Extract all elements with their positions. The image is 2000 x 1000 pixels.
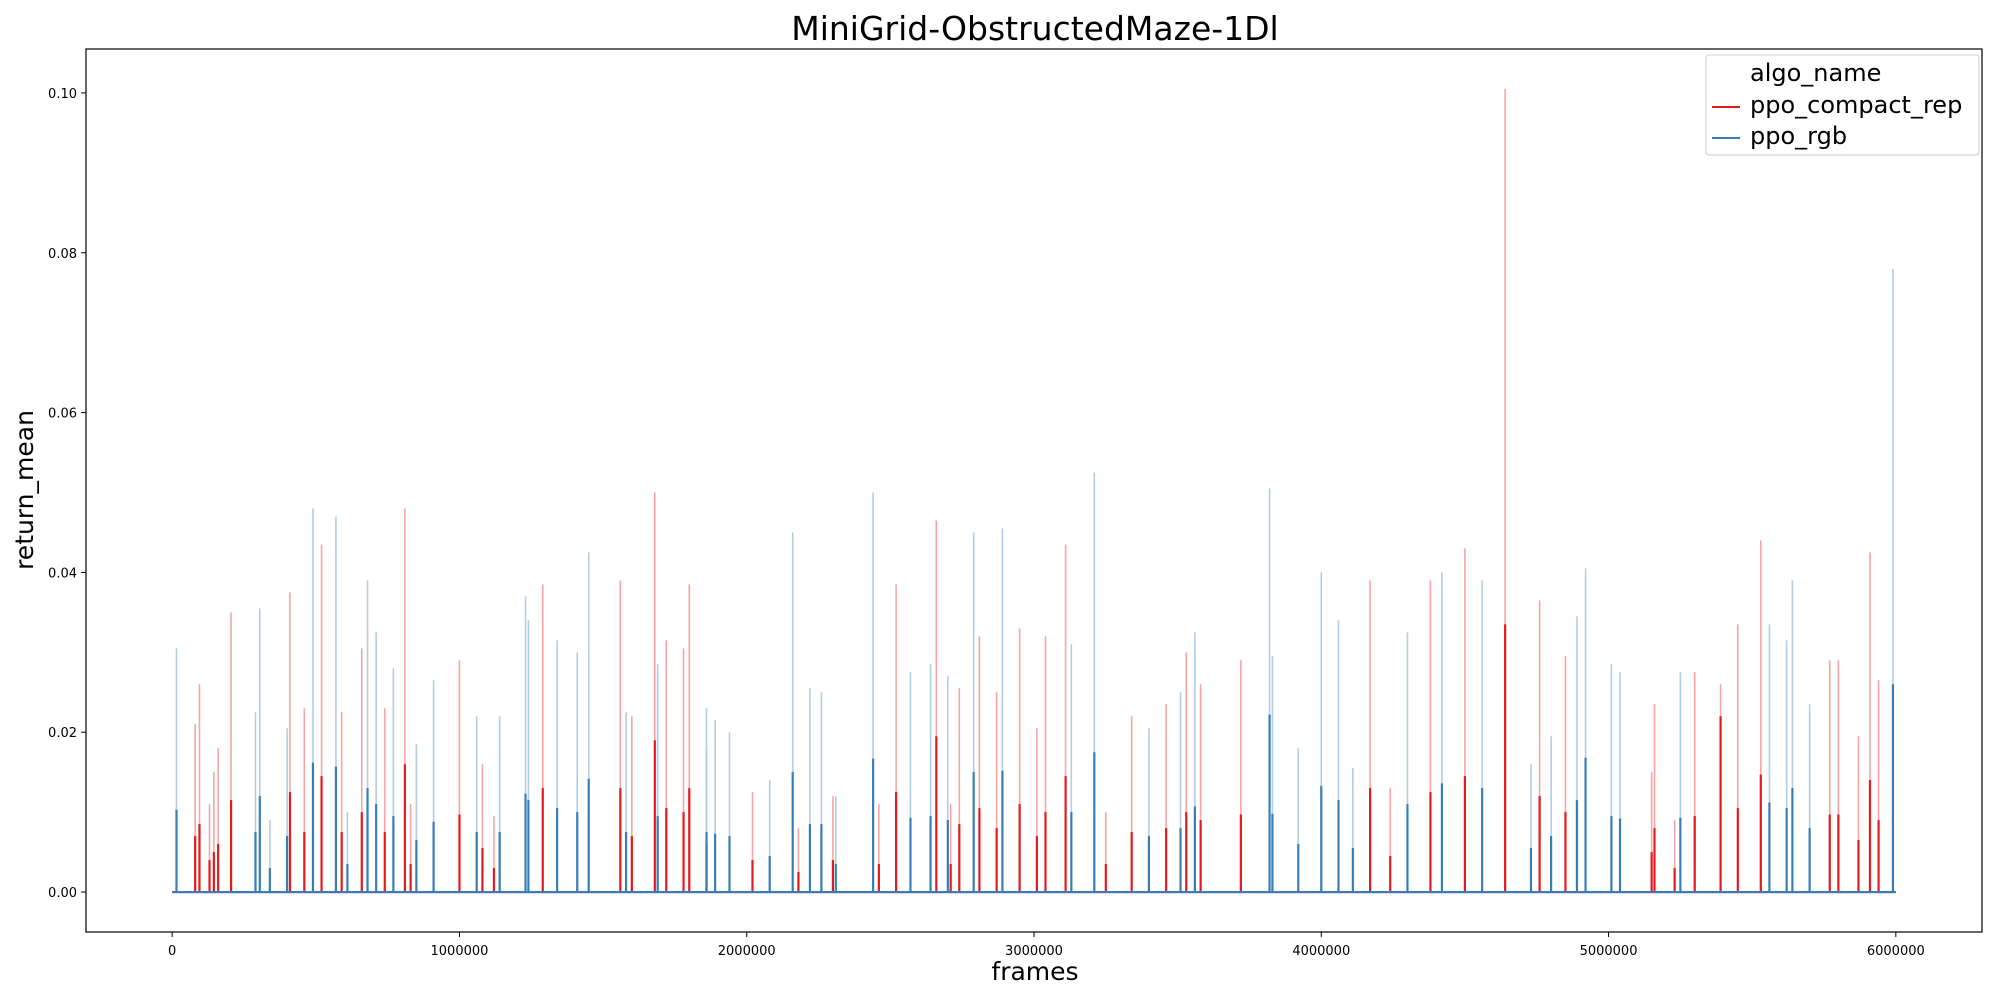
y-tick-label: 0.04 — [48, 566, 77, 581]
y-tick-label: 0.06 — [48, 407, 77, 422]
legend: algo_name ppo_compact_rep ppo_rgb — [1705, 54, 1980, 156]
y-tick-label: 0.02 — [48, 726, 77, 741]
y-tick-label: 0.10 — [48, 87, 77, 102]
y-axis: 0.00 0.02 0.04 0.06 0.08 0.10 — [48, 87, 86, 901]
x-axis: 0 1000000 2000000 3000000 4000000 5000000 6000… — [168, 932, 1925, 959]
x-tick-label: 3000000 — [1005, 944, 1063, 959]
plot-area — [172, 88, 1896, 894]
legend-label-ppo-compact-rep: ppo_compact_rep — [1750, 91, 1962, 119]
x-tick-label: 5000000 — [1580, 944, 1638, 959]
legend-title: algo_name — [1750, 59, 1881, 87]
y-tick-label: 0.08 — [48, 247, 77, 262]
y-tick-label: 0.00 — [48, 886, 77, 901]
legend-box — [1705, 54, 1980, 156]
x-tick-label: 2000000 — [718, 944, 776, 959]
x-tick-label: 6000000 — [1867, 944, 1925, 959]
legend-label-ppo-rgb: ppo_rgb — [1750, 122, 1847, 150]
x-axis-title: frames — [991, 957, 1078, 986]
y-axis-title: return_mean — [10, 410, 39, 570]
x-tick-label: 4000000 — [1292, 944, 1350, 959]
chart-title: MiniGrid-ObstructedMaze-1Dl — [791, 9, 1278, 48]
series-ppo-compact-rep — [194, 624, 1880, 893]
x-tick-label: 0 — [168, 944, 176, 959]
series-ppo-rgb — [175, 684, 1895, 893]
x-tick-label: 1000000 — [431, 944, 489, 959]
